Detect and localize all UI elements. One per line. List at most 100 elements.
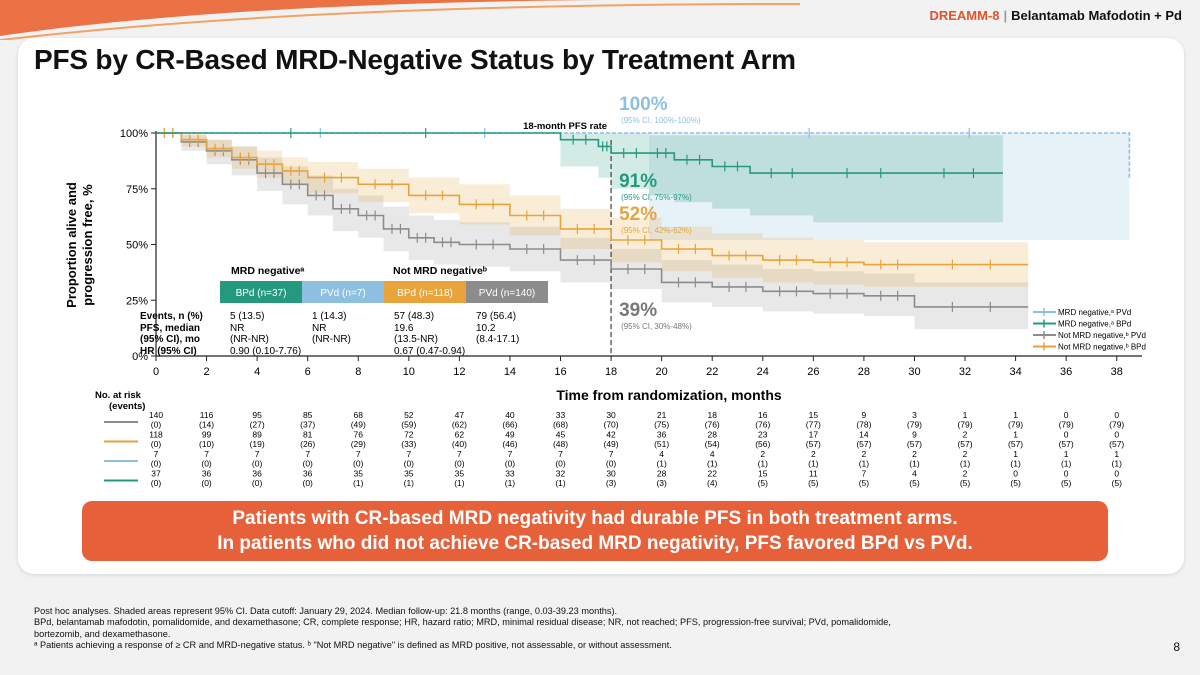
x-tick-label: 34 — [1009, 366, 1021, 378]
risk-cell-events: (0) — [555, 459, 566, 469]
risk-cell-n: 2 — [811, 449, 816, 459]
slide-title: PFS by CR-Based MRD-Negative Status by T… — [34, 44, 796, 75]
risk-cell-n: 35 — [354, 469, 364, 479]
x-tick-label: 10 — [403, 366, 415, 378]
km-line-series-3 — [156, 132, 1029, 266]
y-tick-label: 100% — [120, 128, 148, 140]
stats-col-header-2: BPd (n=118) — [397, 288, 453, 299]
risk-cell-n: 3 — [912, 410, 917, 420]
stats-col-header-bg-2 — [384, 281, 466, 303]
y-tick-label: 25% — [126, 295, 148, 307]
stats-cell-median: 19.6 — [394, 323, 414, 334]
risk-cell-n: 68 — [354, 410, 364, 420]
x-tick-label: 28 — [858, 366, 870, 378]
risk-cell-events: (0) — [201, 459, 212, 469]
risk-cell-n: 35 — [455, 469, 465, 479]
risk-cell-events: (79) — [957, 420, 972, 430]
page-number: 8 — [1173, 640, 1180, 654]
risk-cell-n: 2 — [963, 449, 968, 459]
risk-cell-events: (0) — [201, 478, 212, 488]
risk-cell-events: (0) — [302, 459, 313, 469]
risk-cell-events: (79) — [1109, 420, 1124, 430]
risk-cell-n: 14 — [859, 430, 869, 440]
annotation-value-2: 52% — [619, 204, 657, 225]
stats-cell-median: NR — [312, 323, 326, 334]
y-tick-label: 75% — [126, 184, 148, 196]
risk-cell-events: (0) — [151, 420, 162, 430]
risk-cell-n: 52 — [404, 410, 414, 420]
risk-cell-n: 76 — [354, 430, 364, 440]
footnote-4: ᵃ Patients achieving a response of ≥ CR … — [34, 640, 672, 651]
risk-cell-n: 0 — [1013, 469, 1018, 479]
risk-cell-n: 0 — [1064, 430, 1069, 440]
ci-band-series-0 — [156, 133, 1130, 240]
risk-cell-n: 28 — [707, 430, 717, 440]
risk-cell-events: (68) — [553, 420, 568, 430]
legend-label-1: MRD negative,ᵃ BPd — [1058, 320, 1131, 329]
legend-label-2: Not MRD negative,ᵇ PVd — [1058, 331, 1146, 340]
risk-cell-n: 16 — [758, 410, 768, 420]
risk-cell-n: 30 — [606, 469, 616, 479]
risk-cell-n: 4 — [710, 449, 715, 459]
risk-cell-n: 4 — [659, 449, 664, 459]
risk-cell-n: 2 — [963, 430, 968, 440]
footnote-1: Post hoc analyses. Shaded areas represen… — [34, 606, 618, 616]
risk-cell-events: (5) — [758, 478, 769, 488]
risk-cell-events: (76) — [705, 420, 720, 430]
stats-col-header-bg-1 — [302, 281, 384, 303]
risk-cell-events: (0) — [353, 459, 364, 469]
stats-cell-median_ci: (13.5-NR) — [394, 334, 438, 345]
risk-cell-events: (3) — [606, 478, 617, 488]
risk-cell-events: (57) — [957, 439, 972, 449]
risk-cell-n: 7 — [508, 449, 513, 459]
y-axis-label: Proportion alive andprogression free, % — [64, 182, 95, 308]
stats-cell-median_ci: (NR-NR) — [312, 334, 351, 345]
risk-cell-events: (57) — [856, 439, 871, 449]
risk-cell-n: 0 — [1114, 469, 1119, 479]
stats-col-header-0: BPd (n=37) — [236, 288, 287, 299]
x-tick-label: 32 — [959, 366, 971, 378]
risk-cell-n: 36 — [303, 469, 313, 479]
risk-cell-n: 85 — [303, 410, 313, 420]
risk-cell-n: 1 — [1013, 410, 1018, 420]
x-tick-label: 6 — [305, 366, 311, 378]
x-tick-label: 4 — [254, 366, 260, 378]
risk-cell-events: (66) — [502, 420, 517, 430]
risk-cell-n: 1 — [1064, 449, 1069, 459]
x-tick-label: 20 — [656, 366, 668, 378]
annotation-ci-1: (95% CI, 75%-97%) — [621, 193, 692, 202]
risk-cell-n: 7 — [406, 449, 411, 459]
risk-cell-events: (0) — [252, 478, 263, 488]
risk-cell-n: 95 — [252, 410, 262, 420]
header-separator: | — [1003, 8, 1008, 23]
stats-col-header-3: PVd (n=140) — [479, 288, 535, 299]
risk-cell-events: (3) — [656, 478, 667, 488]
annotation-ci-2: (95% CI, 42%-62%) — [621, 226, 692, 235]
risk-cell-n: 2 — [862, 449, 867, 459]
key-takeaway-callout: Patients with CR-based MRD negativity ha… — [82, 501, 1108, 561]
risk-cell-n: 40 — [505, 410, 515, 420]
risk-cell-events: (0) — [505, 459, 516, 469]
content-panel — [18, 38, 1184, 574]
risk-cell-n: 116 — [200, 410, 214, 420]
callout-line-2: In patients who did not achieve CR-based… — [217, 533, 973, 554]
risk-cell-n: 36 — [252, 469, 262, 479]
risk-cell-n: 0 — [1114, 410, 1119, 420]
risk-cell-events: (5) — [859, 478, 870, 488]
x-tick-label: 22 — [706, 366, 718, 378]
risk-cell-events: (27) — [250, 420, 265, 430]
risk-cell-n: 1 — [1013, 449, 1018, 459]
stats-cell-events: 57 (48.3) — [394, 311, 434, 322]
risk-cell-events: (5) — [960, 478, 971, 488]
risk-cell-n: 7 — [862, 469, 867, 479]
risk-cell-events: (1) — [1010, 459, 1021, 469]
risk-table-title: No. at risk — [95, 390, 142, 401]
risk-cell-events: (0) — [252, 459, 263, 469]
y-axis-label-line: progression free, % — [80, 184, 95, 306]
legend-label-3: Not MRD negative,ᵇ BPd — [1058, 343, 1146, 352]
risk-cell-n: 47 — [455, 410, 465, 420]
x-tick-label: 2 — [204, 366, 210, 378]
annotation-value-3: 39% — [619, 300, 657, 321]
risk-cell-events: (5) — [808, 478, 819, 488]
risk-cell-events: (5) — [1010, 478, 1021, 488]
